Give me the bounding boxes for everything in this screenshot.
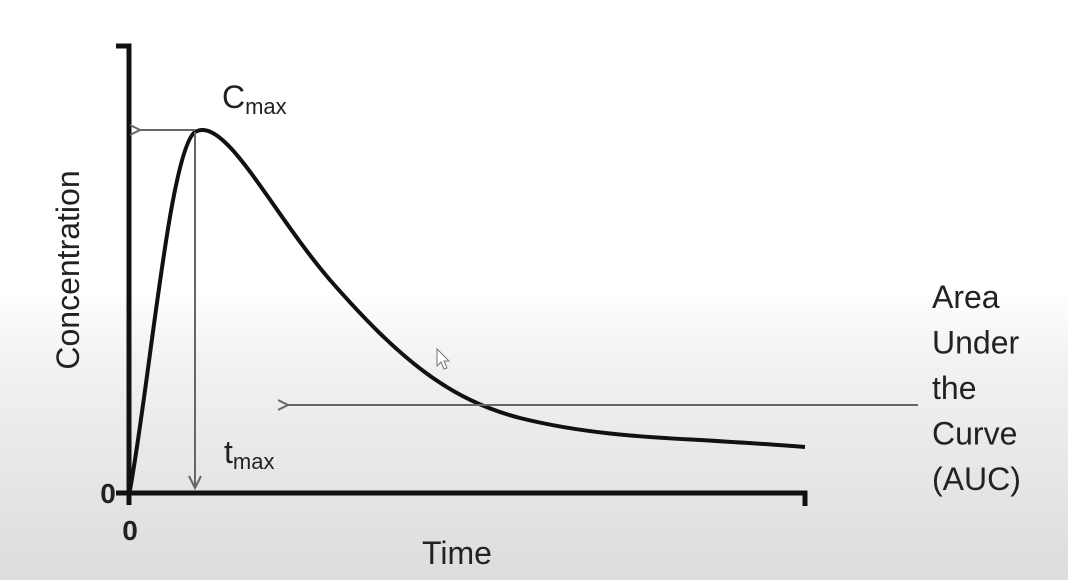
- auc-line: Under: [932, 325, 1020, 361]
- tmax-sub: max: [233, 449, 275, 474]
- auc-line: Area: [932, 279, 1000, 315]
- x-origin-label: 0: [122, 515, 138, 546]
- cmax-main: C: [222, 79, 245, 115]
- concentration-curve: [128, 128, 806, 491]
- auc-line: the: [932, 370, 976, 406]
- cmax-label: Cmax: [222, 79, 287, 119]
- y-axis-label: Concentration: [50, 170, 86, 369]
- mouse-cursor: [436, 347, 451, 370]
- auc-line: Curve: [932, 416, 1017, 452]
- tmax-arrowhead: [188, 475, 202, 491]
- x-axis-label: Time: [422, 535, 492, 571]
- tmax-label: tmax: [224, 434, 274, 474]
- cmax-sub: max: [245, 94, 287, 119]
- auc-line: (AUC): [932, 461, 1021, 497]
- auc-label: Area Under the Curve (AUC): [932, 279, 1021, 497]
- y-origin-label: 0: [100, 478, 116, 509]
- tmax-main: t: [224, 434, 233, 470]
